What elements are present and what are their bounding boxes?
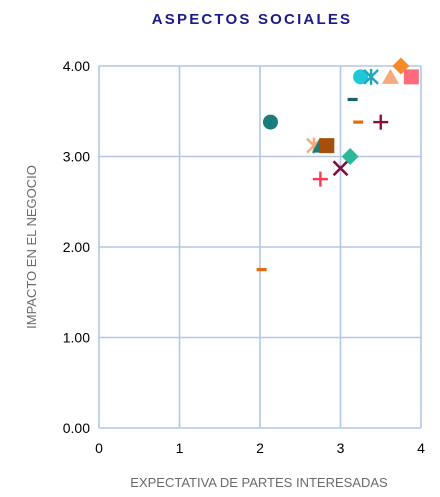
tick-labels: 0 1 2 3 4 0.00 1.00 2.00 3.00 4.00 bbox=[63, 58, 425, 456]
data-point-x bbox=[332, 160, 349, 177]
y-tick-label: 4.00 bbox=[63, 58, 90, 74]
data-point-plus bbox=[373, 114, 389, 130]
data-point-circle bbox=[353, 69, 369, 85]
data-point-dash bbox=[347, 97, 358, 102]
data-point-diamond bbox=[341, 148, 359, 165]
y-tick-label: 0.00 bbox=[63, 420, 90, 436]
x-axis-label: EXPECTATIVA DE PARTES INTERESADAS bbox=[130, 475, 388, 490]
data-point-square bbox=[319, 138, 335, 154]
chart-title: ASPECTOS SOCIALES bbox=[152, 11, 353, 28]
x-tick-label: 0 bbox=[95, 440, 103, 456]
data-point-square bbox=[403, 69, 419, 85]
data-point-dash bbox=[256, 268, 267, 272]
data-point-triangle bbox=[381, 68, 399, 84]
data-points bbox=[256, 57, 419, 272]
grid-lines bbox=[98, 65, 422, 429]
x-tick-label: 2 bbox=[256, 440, 264, 456]
x-tick-label: 3 bbox=[337, 440, 345, 456]
data-point-dash bbox=[353, 120, 364, 124]
y-axis-label: IMPACTO EN EL NEGOCIO bbox=[24, 165, 39, 329]
y-tick-label: 3.00 bbox=[63, 149, 90, 165]
data-point-circle bbox=[262, 114, 278, 130]
x-tick-label: 4 bbox=[417, 440, 425, 456]
x-tick-label: 1 bbox=[176, 440, 184, 456]
y-tick-label: 1.00 bbox=[63, 330, 90, 346]
y-tick-label: 2.00 bbox=[63, 239, 90, 255]
data-point-asterisk bbox=[363, 68, 379, 85]
data-point-plus bbox=[312, 171, 328, 187]
